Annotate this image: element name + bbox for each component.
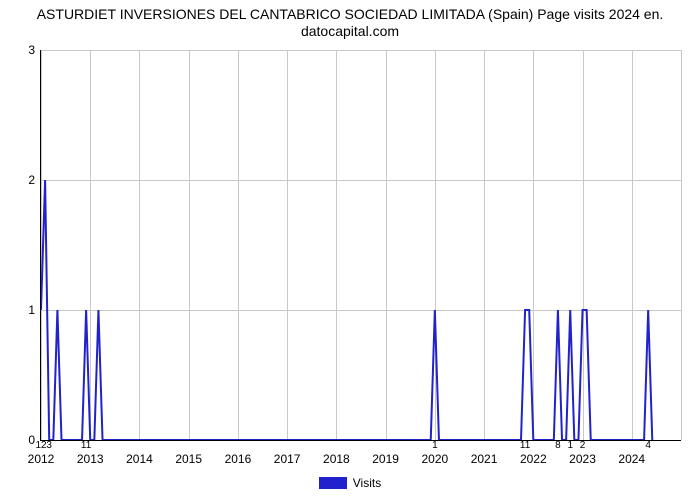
data-point-label: 11: [520, 440, 530, 451]
x-tick-label: 2015: [175, 440, 202, 466]
y-tick-label: 3: [28, 43, 41, 57]
chart-title: ASTURDIET INVERSIONES DEL CANTABRICO SOC…: [0, 0, 700, 40]
data-point-label: 4: [645, 440, 651, 451]
legend-swatch: [319, 477, 347, 489]
y-tick-label: 1: [28, 303, 41, 317]
title-line-2: datocapital.com: [301, 23, 399, 39]
data-point-label: 11: [81, 440, 91, 451]
chart-wrap: 2012201320142015201620172018201920202021…: [40, 50, 680, 440]
y-tick-label: 2: [28, 173, 41, 187]
gridline-vertical: [681, 50, 682, 440]
data-point-label: 1: [432, 440, 438, 451]
x-tick-label: 2024: [618, 440, 645, 466]
chart-plot-area: 2012201320142015201620172018201920202021…: [40, 50, 681, 441]
x-tick-label: 2019: [372, 440, 399, 466]
x-tick-label: 2014: [126, 440, 153, 466]
legend-item-visits: Visits: [319, 476, 381, 490]
legend: Visits: [0, 476, 700, 494]
data-point-label: 12: [35, 440, 46, 451]
x-tick-label: 2018: [323, 440, 350, 466]
line-series-visits: [41, 50, 681, 440]
data-point-label: 3: [46, 440, 52, 451]
legend-label: Visits: [353, 476, 381, 490]
data-point-label: 2: [580, 440, 586, 451]
chart-root: ASTURDIET INVERSIONES DEL CANTABRICO SOC…: [0, 0, 700, 500]
x-tick-label: 2021: [471, 440, 498, 466]
data-point-label: 1: [567, 440, 573, 451]
x-tick-label: 2017: [274, 440, 301, 466]
x-tick-label: 2016: [225, 440, 252, 466]
title-line-1: ASTURDIET INVERSIONES DEL CANTABRICO SOC…: [37, 6, 664, 22]
data-point-label: 8: [555, 440, 561, 451]
